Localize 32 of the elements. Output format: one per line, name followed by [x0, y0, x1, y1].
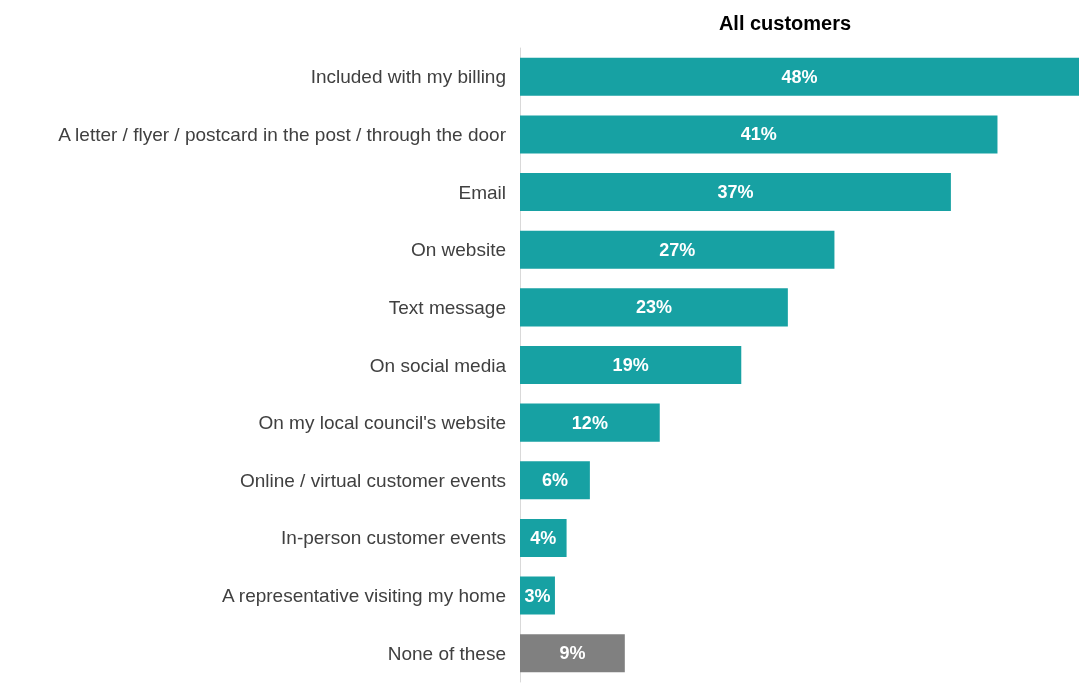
- y-tick-label: None of these: [387, 642, 506, 664]
- data-label: 3%: [524, 585, 551, 606]
- bar: [520, 173, 951, 212]
- bar: [520, 461, 590, 500]
- data-label: 27%: [659, 239, 696, 260]
- bar: [520, 115, 998, 154]
- bar: [520, 230, 835, 269]
- data-label: 9%: [559, 643, 586, 664]
- chart-title: All customers: [718, 12, 852, 34]
- bar: [520, 288, 788, 327]
- y-tick-label: A letter / flyer / postcard in the post / through the door: [58, 123, 507, 145]
- data-label: 23%: [635, 297, 672, 318]
- y-tick-label: In-person customer events: [281, 527, 506, 549]
- y-tick-label: Included with my billing: [310, 66, 506, 88]
- y-tick-label: On website: [410, 239, 506, 261]
- y-tick-label: Online / virtual customer events: [239, 469, 506, 491]
- data-label: 41%: [740, 124, 777, 145]
- y-tick-label: Text message: [388, 296, 506, 318]
- bar: [520, 634, 625, 673]
- data-label: 48%: [781, 66, 818, 87]
- y-tick-label: On my local council's website: [258, 412, 506, 434]
- data-label: 12%: [571, 412, 608, 433]
- data-label: 6%: [541, 470, 568, 491]
- bar: [520, 345, 742, 385]
- data-label: 37%: [717, 182, 754, 203]
- bar: [520, 403, 660, 442]
- data-label: 19%: [612, 355, 649, 375]
- y-tick-label: Email: [458, 181, 506, 203]
- data-label: 4%: [530, 527, 557, 548]
- y-tick-label: A representative visiting my home: [221, 585, 506, 607]
- bar: [520, 57, 1079, 96]
- y-tick-label: On social media: [369, 354, 507, 376]
